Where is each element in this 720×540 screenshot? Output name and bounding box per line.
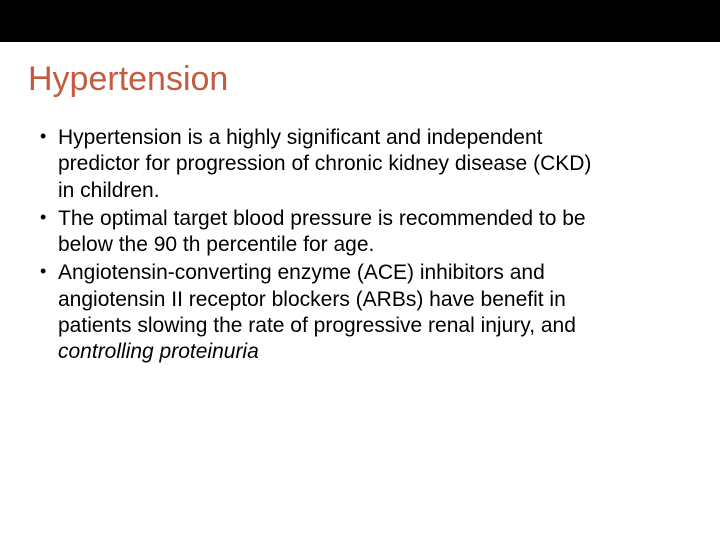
bullet-text: in children. — [58, 179, 160, 202]
slide-title: Hypertension — [0, 42, 720, 107]
content-area: Hypertension is a highly significant and… — [0, 107, 720, 365]
bullet-text: patients slowing the rate of progressive… — [58, 314, 576, 337]
bullet-text: Angiotensin-converting enzyme (ACE) inhi… — [58, 261, 545, 284]
list-item: Angiotensin-converting enzyme (ACE) inhi… — [40, 260, 680, 365]
bullet-text: angiotensin II receptor blockers (ARBs) … — [58, 288, 566, 311]
bullet-text: Hypertension is a highly significant and… — [58, 126, 543, 149]
bullet-text: below the 90 th percentile for age. — [58, 233, 374, 256]
bullet-list: Hypertension is a highly significant and… — [40, 125, 680, 365]
bullet-text: The optimal target blood pressure is rec… — [58, 207, 586, 230]
top-bar — [0, 0, 720, 42]
list-item: Hypertension is a highly significant and… — [40, 125, 680, 204]
bullet-text-italic: controlling proteinuria — [58, 340, 259, 363]
bullet-text: predictor for progression of chronic kid… — [58, 152, 591, 175]
list-item: The optimal target blood pressure is rec… — [40, 206, 680, 259]
